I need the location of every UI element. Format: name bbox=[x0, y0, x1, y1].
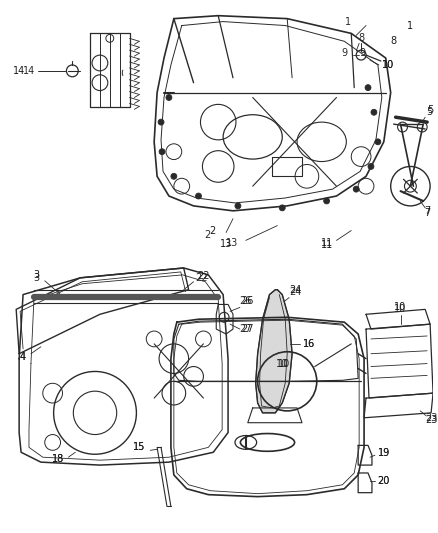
Text: 10: 10 bbox=[278, 359, 290, 369]
Text: 9: 9 bbox=[359, 48, 365, 58]
Text: 18: 18 bbox=[53, 454, 65, 464]
Text: 19: 19 bbox=[378, 448, 390, 458]
Text: 23: 23 bbox=[425, 415, 437, 425]
Circle shape bbox=[365, 85, 371, 91]
Circle shape bbox=[324, 198, 329, 204]
Text: 10: 10 bbox=[276, 359, 288, 369]
Text: 10: 10 bbox=[394, 304, 406, 314]
Text: 4: 4 bbox=[20, 352, 26, 362]
Circle shape bbox=[159, 149, 165, 155]
Text: 4: 4 bbox=[20, 352, 26, 362]
Text: 14: 14 bbox=[23, 66, 35, 76]
Text: 11: 11 bbox=[321, 238, 333, 248]
Text: 5: 5 bbox=[426, 107, 432, 117]
Text: 26: 26 bbox=[242, 296, 254, 306]
Text: 19: 19 bbox=[378, 448, 390, 458]
Text: 16: 16 bbox=[303, 339, 315, 349]
Text: 3: 3 bbox=[33, 273, 39, 283]
Text: 16: 16 bbox=[303, 339, 315, 349]
Text: 13: 13 bbox=[220, 239, 232, 249]
Text: 7: 7 bbox=[424, 208, 430, 218]
Text: 14: 14 bbox=[13, 66, 25, 76]
Text: 20: 20 bbox=[378, 476, 390, 486]
Text: 3: 3 bbox=[33, 270, 39, 280]
Circle shape bbox=[166, 94, 172, 100]
Circle shape bbox=[195, 193, 201, 199]
Text: 10: 10 bbox=[381, 60, 394, 70]
Circle shape bbox=[235, 203, 241, 209]
Text: 22: 22 bbox=[195, 273, 208, 283]
Text: 8: 8 bbox=[391, 36, 397, 46]
Text: 11: 11 bbox=[321, 240, 333, 251]
Text: 8: 8 bbox=[358, 34, 364, 43]
Circle shape bbox=[353, 186, 359, 192]
Text: 10: 10 bbox=[394, 302, 406, 312]
Text: 18: 18 bbox=[53, 454, 65, 464]
Text: 24: 24 bbox=[289, 287, 301, 297]
Circle shape bbox=[368, 164, 374, 169]
Text: 2: 2 bbox=[205, 230, 211, 240]
Circle shape bbox=[279, 205, 285, 211]
Text: 26: 26 bbox=[240, 296, 252, 306]
Text: 23: 23 bbox=[425, 413, 437, 423]
Text: 7: 7 bbox=[424, 206, 430, 216]
Text: 24: 24 bbox=[289, 285, 301, 295]
Circle shape bbox=[158, 119, 164, 125]
Text: 1: 1 bbox=[345, 17, 351, 27]
Text: 10: 10 bbox=[381, 60, 394, 70]
Text: 5: 5 bbox=[427, 106, 433, 115]
Text: 9: 9 bbox=[341, 48, 347, 58]
Text: 20: 20 bbox=[378, 476, 390, 486]
Text: 13: 13 bbox=[226, 238, 238, 248]
Text: 15: 15 bbox=[133, 442, 145, 453]
Text: 22: 22 bbox=[197, 271, 210, 281]
Text: 27: 27 bbox=[240, 324, 252, 334]
Circle shape bbox=[171, 173, 177, 179]
Circle shape bbox=[371, 109, 377, 115]
Circle shape bbox=[375, 139, 381, 145]
Polygon shape bbox=[256, 289, 292, 413]
Text: 27: 27 bbox=[241, 324, 254, 334]
Text: 1: 1 bbox=[407, 21, 413, 30]
Text: 15: 15 bbox=[133, 442, 145, 453]
Text: 2: 2 bbox=[209, 225, 215, 236]
